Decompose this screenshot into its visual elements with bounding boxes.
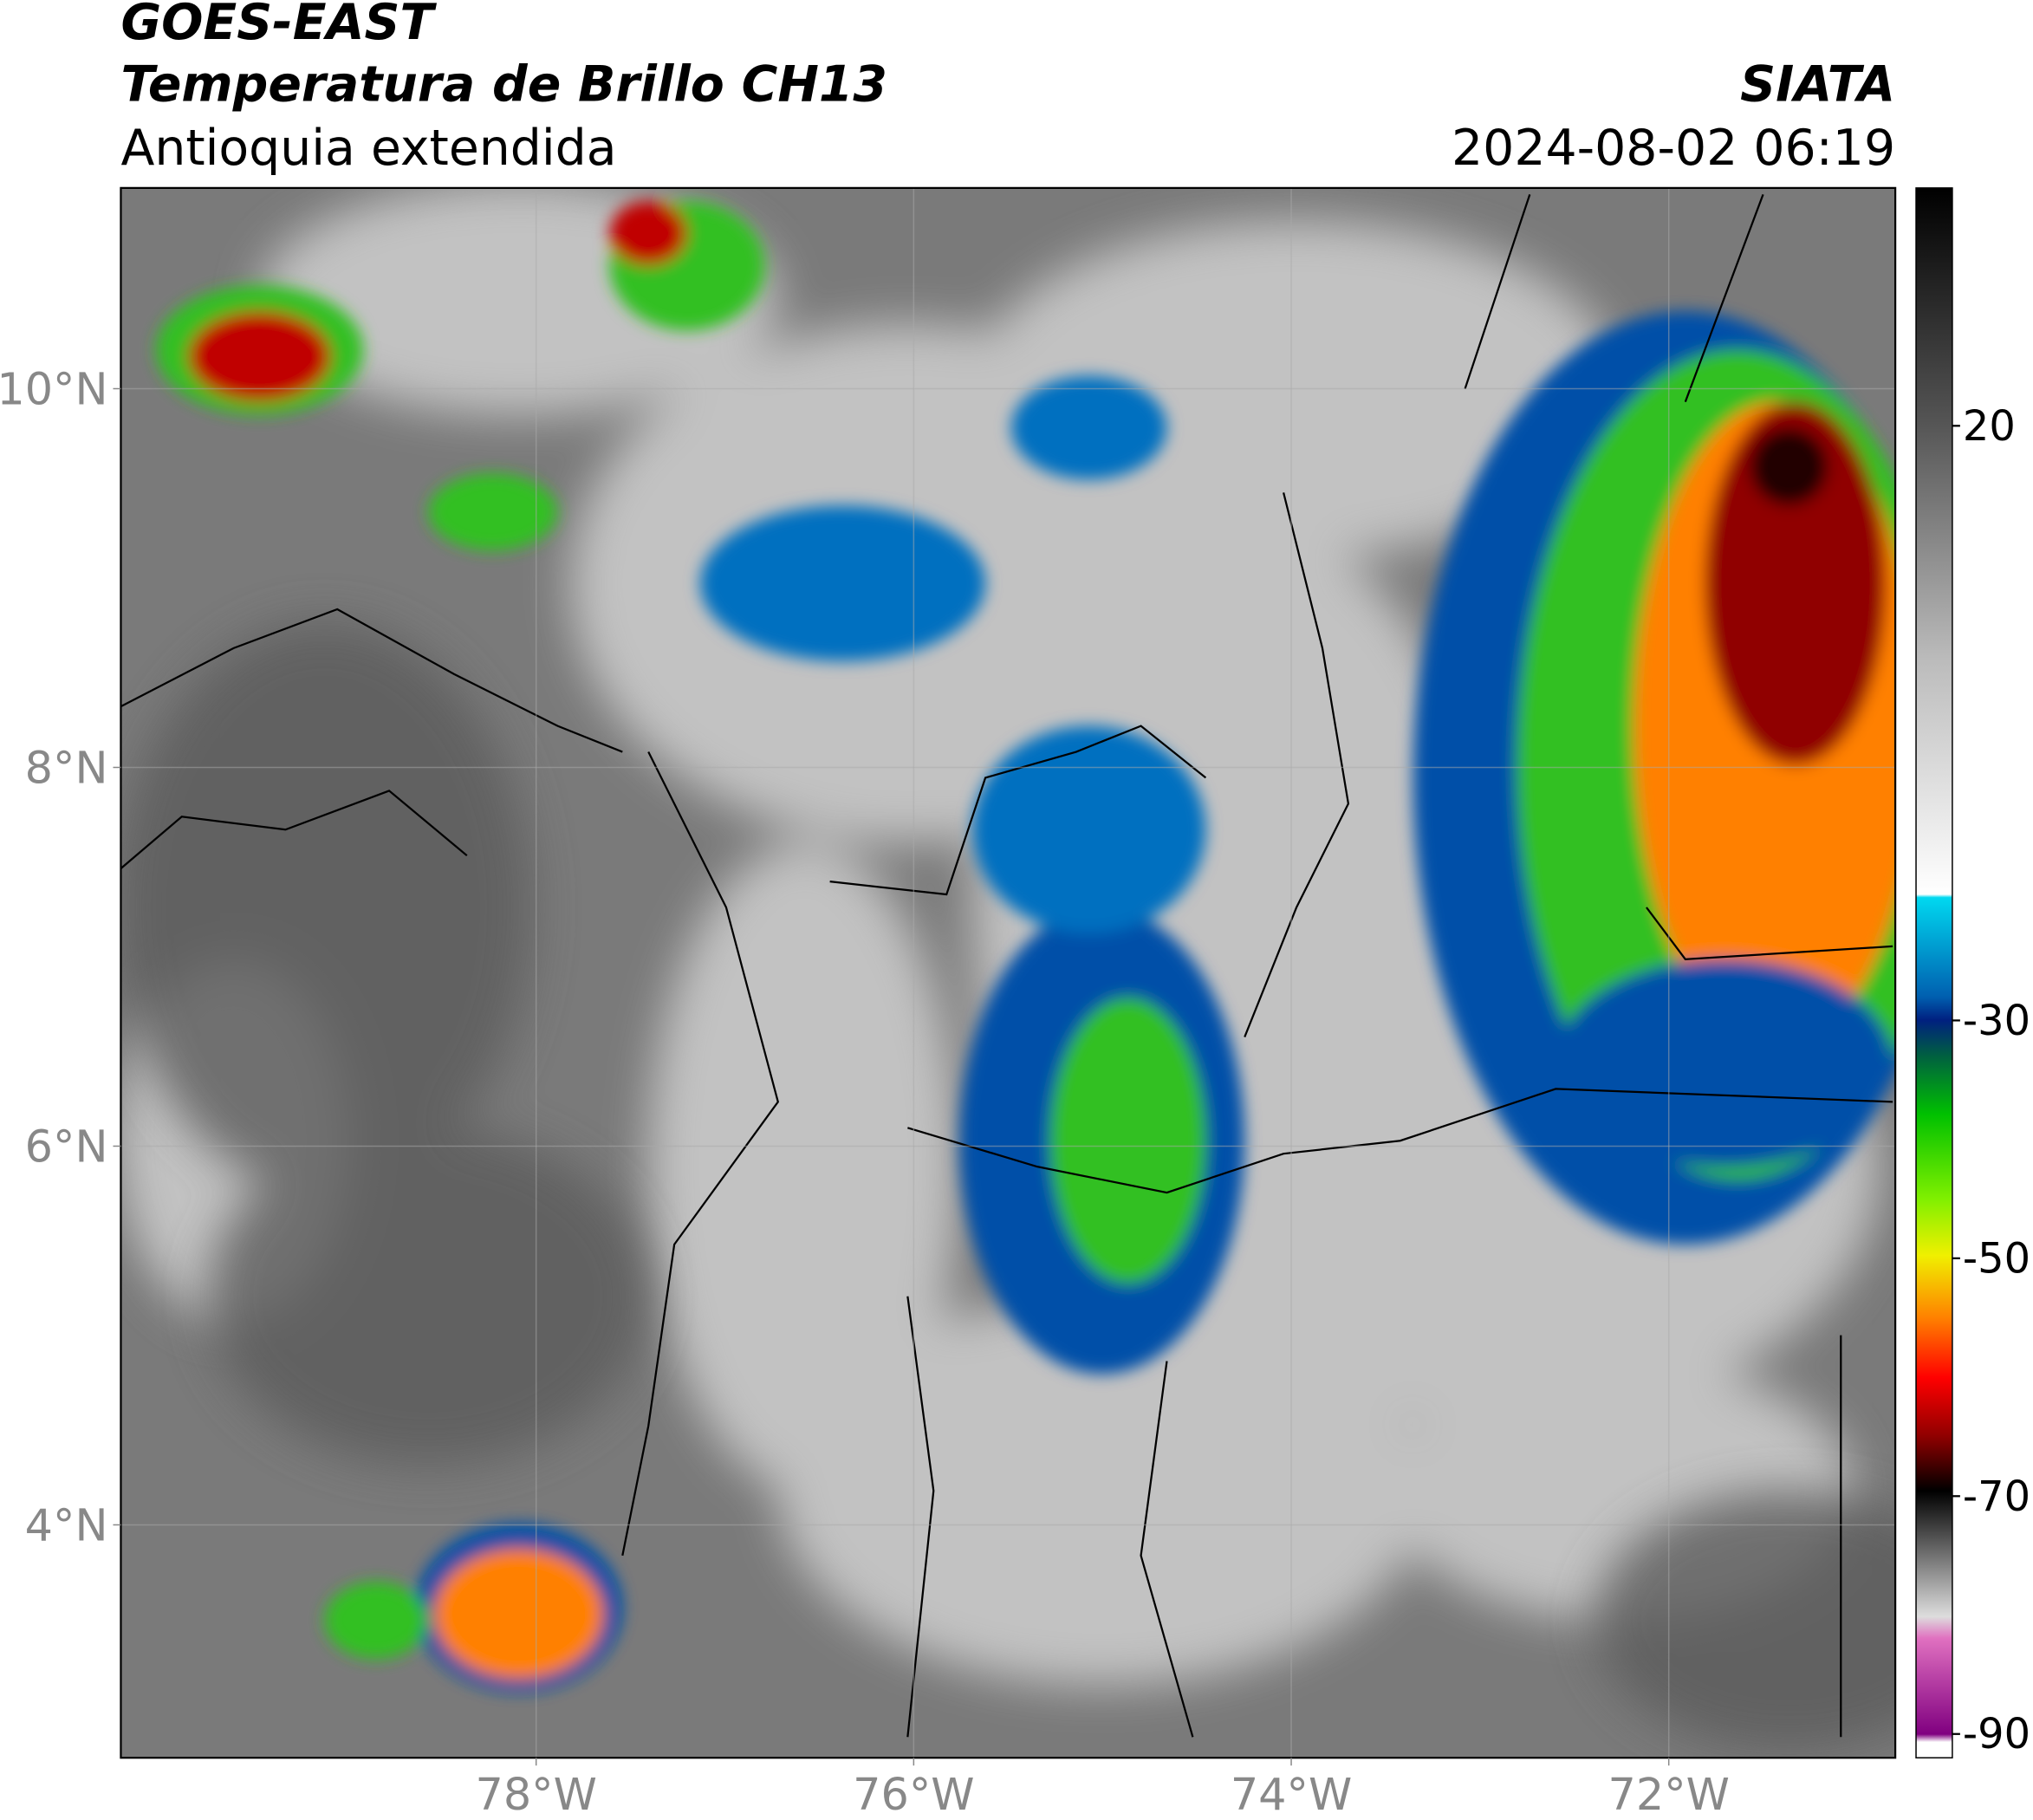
map-image [120,187,1896,1758]
colorbar-tick-label: -30 [1963,998,2030,1045]
grid [120,187,1896,1758]
subtitle: Temperatura de Brillo CH13 [120,56,887,114]
y-tick-label: 8°N [25,742,108,793]
x-tick-label: 74°W [1231,1769,1352,1820]
x-tick-label: 76°W [853,1769,974,1820]
source: SIATA [1740,56,1895,114]
x-tick-label: 72°W [1608,1769,1729,1820]
y-tick-label: 6°N [25,1121,108,1172]
datetime: 2024-08-02 06:19 [1452,120,1895,177]
colorbar [1915,187,1953,1758]
colorbar-tick-label: 20 [1963,403,2016,451]
colorbar-tick-label: -50 [1963,1235,2030,1283]
map-frame [120,186,1897,1759]
title: GOES-EAST [120,0,437,51]
colorbar-tick-label: -90 [1963,1711,2030,1758]
y-tick-label: 10°N [0,363,107,414]
y-tick-label: 4°N [25,1499,108,1550]
colorbar-tick-label: -70 [1963,1473,2030,1521]
x-tick-label: 78°W [475,1769,596,1820]
region: Antioquia extendida [120,120,616,177]
